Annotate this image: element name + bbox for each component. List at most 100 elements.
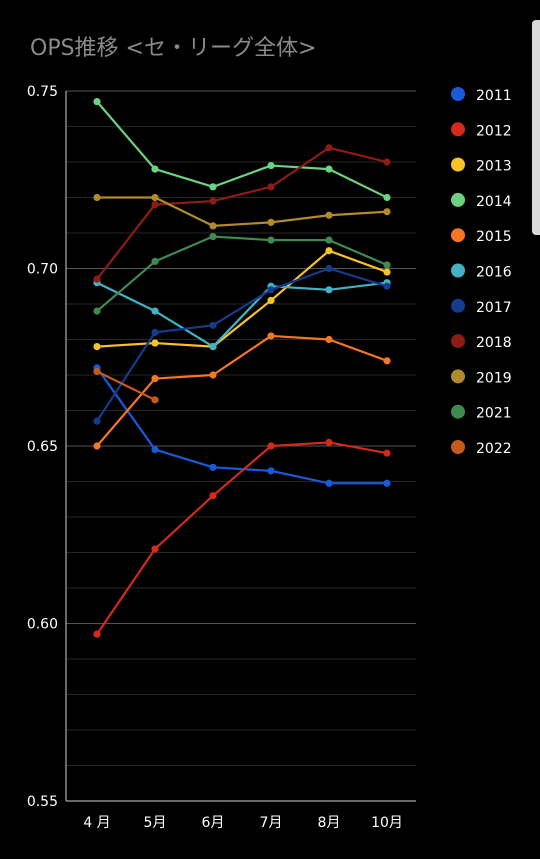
data-point <box>325 236 333 244</box>
data-point <box>383 208 391 216</box>
series-2018 <box>93 144 391 283</box>
legend-entry: 2016 <box>451 263 512 281</box>
data-point <box>151 545 159 553</box>
series-line <box>96 370 156 401</box>
data-point <box>151 193 159 202</box>
data-point <box>267 286 275 294</box>
series-line <box>96 146 388 280</box>
series-2012 <box>93 438 391 638</box>
data-point <box>325 438 333 447</box>
data-point <box>151 201 159 209</box>
legend-label: 2012 <box>476 123 512 139</box>
data-point <box>325 479 333 487</box>
series-2011 <box>93 364 391 487</box>
data-point <box>151 374 159 383</box>
data-point <box>93 630 101 638</box>
legend-marker <box>451 404 465 419</box>
data-point <box>209 232 217 241</box>
x-tick-label: 6月 <box>202 815 225 831</box>
legend-label: 2018 <box>476 335 512 351</box>
legend-marker <box>451 369 465 384</box>
series-2013 <box>93 247 391 351</box>
data-point <box>383 268 391 276</box>
legend-label: 2019 <box>476 370 512 386</box>
y-tick-label: 0.70 <box>27 262 58 278</box>
data-point <box>151 445 159 454</box>
data-point <box>325 286 333 294</box>
series-line <box>96 281 388 348</box>
series-2016 <box>93 279 391 351</box>
series-line <box>96 267 388 422</box>
legend-entry: 2014 <box>451 192 512 210</box>
legend-entry: 2015 <box>451 228 512 245</box>
data-point <box>151 257 159 265</box>
legend-marker <box>451 440 465 454</box>
data-point <box>209 183 217 191</box>
legend-marker <box>451 192 465 207</box>
data-point <box>93 193 101 202</box>
legend-label: 2014 <box>476 194 512 210</box>
data-point <box>93 343 101 351</box>
legend: 2011 2012 2013 2014 2015 2016 2017 2018 2019 2021… <box>451 87 512 457</box>
data-point <box>209 222 217 230</box>
x-tick-label: 4 月 <box>83 815 110 831</box>
data-point <box>267 296 275 305</box>
legend-label: 2022 <box>476 441 512 457</box>
y-tick-labels: 0.75 0.70 0.65 0.60 0.55 <box>27 84 58 810</box>
legend-entry: 2013 <box>451 157 512 175</box>
data-point <box>151 307 159 315</box>
x-tick-label: 10月 <box>371 815 403 831</box>
x-tick-label: 7月 <box>260 815 283 831</box>
legend-marker <box>451 298 465 313</box>
data-point <box>383 193 391 202</box>
legend-label: 2013 <box>476 159 512 175</box>
axes <box>65 91 416 802</box>
y-tick-label: 0.55 <box>27 794 58 810</box>
data-point <box>267 218 275 226</box>
scrollbar[interactable] <box>532 20 540 235</box>
legend-entry: 2021 <box>451 404 512 422</box>
legend-marker <box>451 263 465 278</box>
y-tick-label: 0.75 <box>27 84 58 100</box>
data-point <box>209 343 217 351</box>
legend-marker <box>451 334 465 349</box>
data-point <box>267 467 275 475</box>
legend-label: 2011 <box>476 88 512 104</box>
legend-entry: 2018 <box>451 334 512 351</box>
data-point <box>383 357 391 365</box>
data-point <box>267 442 275 450</box>
series-line <box>96 235 388 312</box>
data-point <box>209 197 217 205</box>
data-point <box>325 144 333 152</box>
data-point <box>325 165 333 173</box>
data-point <box>383 158 391 166</box>
series-2015 <box>93 332 391 450</box>
data-point <box>209 321 217 329</box>
series-2019 <box>93 193 391 230</box>
legend-entry: 2019 <box>451 369 512 386</box>
data-point <box>151 339 159 347</box>
data-point <box>151 328 159 336</box>
data-point <box>209 371 217 379</box>
legend-marker <box>451 157 465 172</box>
data-point <box>93 275 101 283</box>
x-tick-label: 8月 <box>318 815 341 831</box>
y-tick-label: 0.60 <box>27 617 58 633</box>
data-point <box>209 492 217 500</box>
data-point <box>383 479 391 487</box>
legend-label: 2016 <box>476 265 512 281</box>
data-point <box>209 463 217 471</box>
legend-marker <box>451 122 465 137</box>
data-point <box>267 332 275 340</box>
legend-entry: 2017 <box>451 298 512 316</box>
series-line <box>96 100 388 199</box>
series-line <box>96 441 388 635</box>
series-line <box>96 249 388 348</box>
legend-marker <box>451 87 465 101</box>
series-2014 <box>93 98 391 202</box>
y-tick-label: 0.65 <box>27 439 58 455</box>
series-2017 <box>93 264 391 425</box>
data-point <box>267 236 275 244</box>
series-lines <box>93 98 391 638</box>
